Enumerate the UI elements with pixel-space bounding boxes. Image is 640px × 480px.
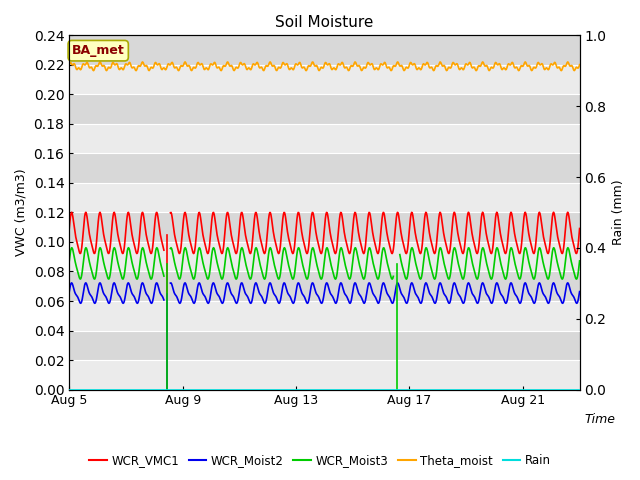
Y-axis label: VWC (m3/m3): VWC (m3/m3)	[15, 168, 28, 256]
Text: BA_met: BA_met	[72, 44, 125, 57]
X-axis label: Time: Time	[584, 413, 616, 426]
Title: Soil Moisture: Soil Moisture	[275, 15, 374, 30]
Bar	[69, 65, 580, 95]
Bar	[69, 183, 580, 213]
Bar	[69, 213, 580, 242]
Bar	[69, 95, 580, 124]
Bar	[69, 36, 580, 65]
Bar	[69, 242, 580, 272]
Legend: WCR_VMC1, WCR_Moist2, WCR_Moist3, Theta_moist, Rain: WCR_VMC1, WCR_Moist2, WCR_Moist3, Theta_…	[84, 449, 556, 472]
Bar	[69, 272, 580, 301]
Y-axis label: Rain (mm): Rain (mm)	[612, 180, 625, 245]
Bar	[69, 124, 580, 154]
Bar	[69, 154, 580, 183]
Bar	[69, 331, 580, 360]
Bar	[69, 301, 580, 331]
Bar	[69, 360, 580, 390]
